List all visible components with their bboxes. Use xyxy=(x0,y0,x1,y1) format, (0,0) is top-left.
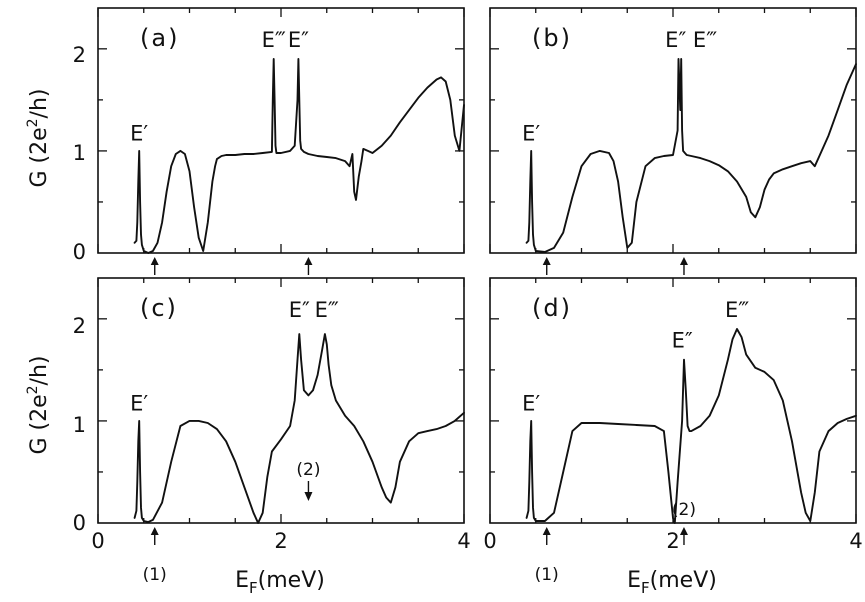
peak-label: E‴ xyxy=(315,298,339,322)
peak-label: E″ xyxy=(672,328,693,352)
x-tick-label: 0 xyxy=(91,529,104,553)
panel-label: (c) xyxy=(140,294,178,322)
y-axis-label-top: G (2e2/h) xyxy=(25,88,52,187)
energy-marker: (2) xyxy=(672,500,696,545)
y-tick-label: 2 xyxy=(73,314,86,338)
y-tick-labels-top: 0 1 2 xyxy=(73,43,86,264)
energy-marker xyxy=(679,257,688,275)
panels: (a)E′E‴ E″ (b)E′E″ E‴0 2 4(c)E′E″ E‴(1)(2)0 2 4(… xyxy=(91,7,863,585)
peak-label: E‴ xyxy=(693,28,717,52)
peak-label: E″ xyxy=(665,28,686,52)
energy-marker xyxy=(542,257,551,275)
peak-label: E‴ xyxy=(725,298,749,322)
peak-label: E‴ xyxy=(262,28,286,52)
marker-arrowhead xyxy=(304,257,313,265)
energy-marker xyxy=(304,257,313,275)
energy-marker: (1) xyxy=(143,527,167,585)
conductance-curve xyxy=(525,58,857,253)
x-tick-label: 2 xyxy=(666,529,679,553)
marker-arrowhead xyxy=(679,257,688,265)
marker-label: (2) xyxy=(296,460,320,480)
panel-label: (b) xyxy=(532,24,572,52)
peak-label: E″ xyxy=(288,28,309,52)
y-tick-label: 1 xyxy=(73,141,86,165)
conductance-curve xyxy=(133,58,465,254)
panel-c: 0 2 4 (c) E′ E″ E‴ (1) (2) xyxy=(91,277,471,585)
peak-label: E″ xyxy=(289,298,310,322)
y-tick-label: 0 xyxy=(73,240,86,264)
y-axis-label-bottom: G (2e2/h) xyxy=(25,355,52,454)
marker-label: (1) xyxy=(535,565,559,585)
y-tick-label: 0 xyxy=(73,511,86,535)
energy-marker: (2) xyxy=(296,460,320,501)
peak-label: E′ xyxy=(130,392,148,416)
marker-arrowhead xyxy=(304,492,313,501)
marker-label: (2) xyxy=(672,500,696,520)
peak-label: E′ xyxy=(522,122,540,146)
energy-marker: (1) xyxy=(535,527,559,585)
marker-label: (1) xyxy=(143,565,167,585)
marker-arrowhead xyxy=(150,257,159,265)
panel-label: (d) xyxy=(532,294,572,322)
panel-label: (a) xyxy=(140,24,179,52)
marker-arrowhead xyxy=(542,527,551,535)
x-tick-label: 4 xyxy=(849,529,862,553)
peak-label: E′ xyxy=(130,122,148,146)
x-axis-label-right: EF(meV) xyxy=(627,568,717,597)
peak-label: E′ xyxy=(522,392,540,416)
x-axis-label-left: EF(meV) xyxy=(235,568,325,597)
marker-arrowhead xyxy=(679,527,688,535)
x-tick-label: 2 xyxy=(274,529,287,553)
y-tick-label: 1 xyxy=(73,413,86,437)
panel-a: (a) E′ E‴ E″ xyxy=(97,7,465,275)
y-tick-label: 2 xyxy=(73,43,86,67)
x-tick-label: 4 xyxy=(457,529,470,553)
x-tick-label: 0 xyxy=(483,529,496,553)
conductance-curve xyxy=(525,328,857,524)
panel-d: 0 2 4 (d) E′ E″ E‴ (1) (2) xyxy=(483,277,863,585)
marker-arrowhead xyxy=(542,257,551,265)
panel-b: (b) E′ E″ E‴ xyxy=(489,7,857,275)
marker-arrowhead xyxy=(150,527,159,535)
energy-marker xyxy=(150,257,159,275)
y-tick-labels-bottom: 0 1 2 xyxy=(73,314,86,535)
conductance-curve xyxy=(133,333,465,524)
